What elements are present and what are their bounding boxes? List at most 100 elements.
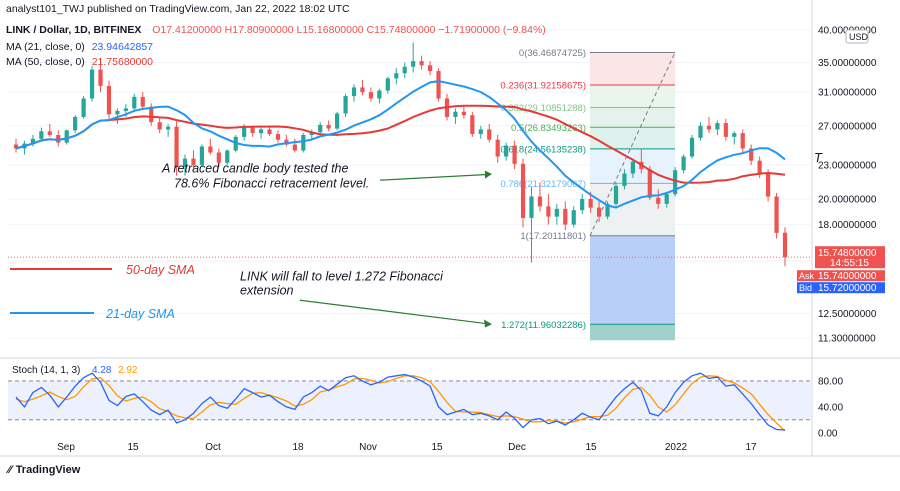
currency-label: USD bbox=[849, 32, 869, 42]
stoch-tick-label: 80.00 bbox=[818, 376, 843, 387]
time-tick-label: Dec bbox=[508, 442, 526, 453]
currency-badge bbox=[845, 29, 869, 44]
candle-body bbox=[740, 133, 745, 149]
candle-body bbox=[520, 163, 526, 218]
stoch-k-line bbox=[15, 372, 786, 431]
ma21-legend[interactable]: MA (21, close, 0) 23.94642857 bbox=[6, 41, 153, 53]
price-tick-label: 23.00000000 bbox=[818, 160, 877, 171]
candle-body bbox=[495, 139, 500, 157]
candle-body bbox=[461, 111, 466, 116]
candle-body bbox=[64, 130, 69, 143]
candle-body bbox=[630, 161, 635, 174]
price-tick-label: 18.00000000 bbox=[818, 220, 877, 231]
price-tick-label: 12.50000000 bbox=[818, 309, 877, 320]
fib-zone bbox=[590, 127, 675, 149]
candle-body bbox=[698, 125, 703, 138]
candle-body bbox=[512, 145, 517, 164]
fib-zone bbox=[590, 235, 675, 325]
price-tick-label: 35.00000000 bbox=[818, 58, 877, 69]
candle-body bbox=[73, 116, 78, 131]
candle-body bbox=[385, 78, 390, 91]
candle-body bbox=[537, 196, 543, 207]
ask-label-tag bbox=[797, 270, 815, 282]
candle-body bbox=[30, 138, 36, 144]
fib-level-label: 0.236(31.92158675) bbox=[500, 80, 586, 91]
candle-body bbox=[335, 113, 340, 129]
ma50-legend-value: 21.75680000 bbox=[91, 56, 154, 68]
stoch-legend-label: Stoch (14, 1, 3) bbox=[12, 365, 80, 376]
annotation-arrow-2 bbox=[299, 299, 486, 325]
candle-body bbox=[470, 115, 475, 135]
fib-zone bbox=[590, 324, 675, 341]
candle-body bbox=[402, 66, 407, 74]
candle-body bbox=[487, 129, 492, 140]
candle-body bbox=[588, 198, 593, 208]
candle-body bbox=[149, 106, 154, 123]
candle-countdown: 14:55:15 bbox=[830, 258, 869, 269]
candle-body bbox=[664, 194, 669, 204]
candle-body bbox=[673, 170, 678, 195]
time-tick-label: 2022 bbox=[665, 442, 688, 453]
candle-body bbox=[191, 158, 196, 165]
fib-zone bbox=[590, 84, 675, 108]
annotation-arrowhead-1 bbox=[485, 170, 492, 179]
fib-level-label: 0.786(21.32179067) bbox=[500, 179, 586, 190]
candle-body bbox=[39, 131, 44, 139]
candle-body bbox=[199, 146, 205, 165]
bid-price-tag bbox=[815, 282, 885, 294]
candle-body bbox=[13, 144, 19, 149]
candle-body bbox=[571, 210, 576, 225]
candle-body bbox=[529, 196, 534, 218]
annotation-ext-line1: LINK will fall to level 1.272 Fibonacci bbox=[240, 270, 444, 284]
candle-body bbox=[554, 208, 559, 217]
candle-body bbox=[419, 61, 424, 66]
candle-body bbox=[765, 173, 771, 197]
candle-body bbox=[132, 96, 137, 109]
ma50-legend[interactable]: MA (50, close, 0) 21.75680000 bbox=[6, 56, 153, 68]
candle-body bbox=[250, 127, 255, 134]
candle-body bbox=[98, 69, 103, 86]
candle-body bbox=[47, 131, 52, 135]
ohlc-values: O17.41200000 H17.80900000 L15.16800000 C… bbox=[152, 24, 546, 36]
candle-body bbox=[318, 124, 323, 133]
ask-label: Ask bbox=[799, 271, 815, 281]
candle-body bbox=[284, 139, 289, 145]
candle-body bbox=[427, 65, 433, 72]
candle-body bbox=[309, 132, 314, 135]
symbol-title: LINK / Dollar, 1D, BITFINEX bbox=[6, 24, 142, 36]
annotation-arrowhead-2 bbox=[484, 319, 492, 328]
candle-body bbox=[174, 126, 179, 168]
tradingview-logo-icon: ⁄⁄ bbox=[8, 464, 12, 476]
bid-label: Bid bbox=[799, 283, 812, 293]
candle-body bbox=[157, 122, 162, 130]
price-tick-label: 27.00000000 bbox=[818, 121, 877, 132]
ma50-legend-label: MA (50, close, 0) bbox=[6, 56, 85, 68]
candle-body bbox=[715, 123, 720, 130]
candle-body bbox=[689, 137, 695, 157]
candle-body bbox=[140, 96, 145, 107]
price-tick-label: 11.30000000 bbox=[818, 334, 876, 345]
candle-body bbox=[360, 87, 365, 93]
annotation-arrow-1 bbox=[379, 174, 486, 181]
time-tick-label: 15 bbox=[431, 442, 443, 453]
annotation-ext-line2: extension bbox=[240, 284, 294, 298]
fib-level-label: 0.382(29.10851288) bbox=[500, 103, 586, 114]
candle-body bbox=[681, 156, 686, 171]
candle-body bbox=[343, 96, 348, 114]
candle-body bbox=[622, 173, 627, 186]
candle-body bbox=[436, 71, 441, 99]
fib-level-label: 1(17.20111801) bbox=[520, 231, 586, 242]
candle-body bbox=[732, 133, 737, 137]
tradingview-brand[interactable]: ⁄⁄ TradingView bbox=[8, 464, 80, 476]
candle-body bbox=[326, 124, 331, 129]
stoch-d-value: 2.92 bbox=[118, 365, 138, 376]
candle-body bbox=[411, 61, 416, 67]
time-tick-label: Sep bbox=[57, 442, 75, 453]
ma21-line bbox=[15, 80, 786, 209]
candle-body bbox=[89, 69, 95, 99]
candle-body bbox=[166, 126, 171, 130]
candle-body bbox=[723, 123, 728, 137]
fib-level-label: 0.5(26.83493263) bbox=[511, 123, 586, 134]
